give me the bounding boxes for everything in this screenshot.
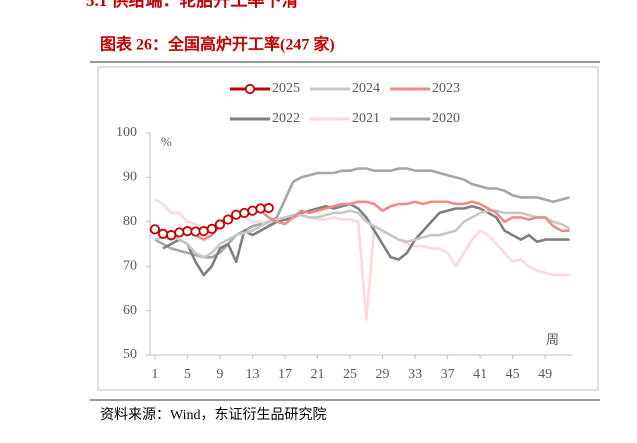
legend-label: 2025 — [272, 81, 300, 96]
x-tick-label: 37 — [441, 367, 455, 382]
legend-label: 2023 — [432, 81, 460, 96]
data-point — [214, 219, 226, 230]
x-tick-label: 45 — [506, 367, 520, 382]
x-tick-label: 25 — [343, 367, 357, 382]
y-tick-label: 60 — [123, 303, 137, 318]
x-tick-label: 1 — [151, 367, 158, 382]
data-point — [198, 226, 209, 237]
y-unit-label: % — [161, 134, 172, 149]
data-point — [247, 205, 258, 216]
x-tick-label: 13 — [245, 367, 259, 382]
x-tick-label: 9 — [216, 367, 223, 382]
x-tick-label: 41 — [473, 367, 487, 382]
y-tick-label: 50 — [123, 347, 137, 362]
y-tick-label: 90 — [123, 170, 137, 185]
x-tick-label: 5 — [184, 367, 191, 382]
y-tick-label: 100 — [116, 125, 137, 140]
x-tick-label: 17 — [278, 367, 292, 382]
chart-frame — [97, 66, 599, 391]
data-point — [239, 207, 250, 219]
data-point — [263, 202, 274, 214]
data-point — [206, 223, 217, 235]
legend-label: 2021 — [352, 111, 380, 126]
legend-label: 2020 — [432, 111, 460, 126]
y-tick-label: 80 — [123, 214, 137, 229]
source-note: 资料来源：Wind，东证衍生品研究院 — [100, 407, 327, 423]
data-point — [174, 227, 185, 238]
data-point — [157, 228, 169, 239]
legend-label: 2024 — [352, 81, 380, 96]
x-tick-label: 21 — [310, 367, 324, 382]
legend-label: 2022 — [272, 111, 300, 126]
x-tick-label: 29 — [376, 367, 390, 382]
data-point — [231, 209, 242, 220]
data-point — [166, 230, 177, 241]
data-point — [222, 214, 234, 225]
series-line — [154, 167, 570, 259]
data-point — [182, 226, 193, 237]
data-point — [190, 226, 201, 237]
y-tick-label: 70 — [123, 258, 137, 273]
x-axis-label: 周 — [546, 332, 559, 347]
series-line — [154, 209, 571, 259]
x-tick-label: 33 — [408, 367, 422, 382]
chart-title: 图表 26：全国高炉开工率(247 家) — [100, 35, 335, 54]
x-tick-label: 49 — [538, 367, 552, 382]
series-line — [162, 202, 570, 277]
data-point — [255, 203, 266, 214]
section-heading: 5.1 供给端：轮胎开工率下滑 — [86, 0, 299, 10]
legend-marker — [244, 83, 256, 95]
data-point — [149, 224, 160, 235]
